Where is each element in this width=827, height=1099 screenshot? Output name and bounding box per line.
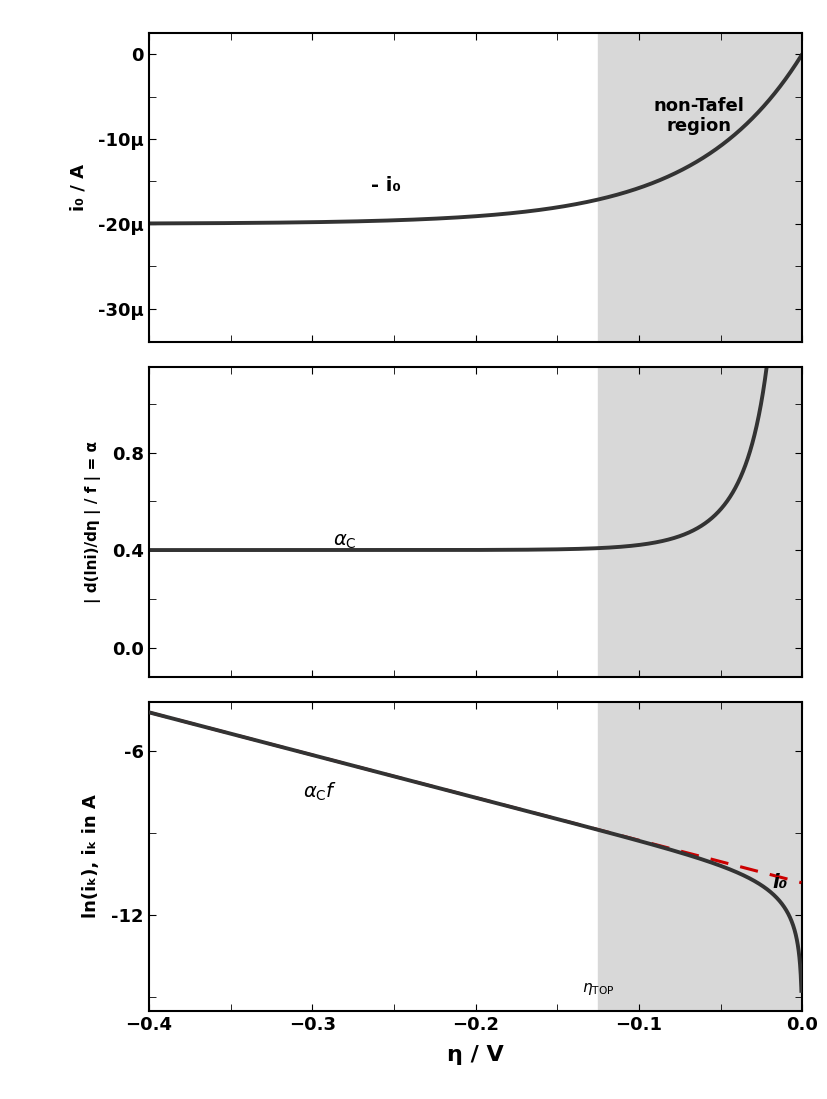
Y-axis label: ln(iₖ), iₖ in A: ln(iₖ), iₖ in A — [83, 795, 100, 918]
Y-axis label: i₀ / A: i₀ / A — [69, 164, 87, 211]
Text: $\eta_\mathrm{TOP}$: $\eta_\mathrm{TOP}$ — [581, 981, 614, 998]
Y-axis label: | d(lni)/dη | / f | = α: | d(lni)/dη | / f | = α — [85, 441, 101, 603]
Bar — [598, 367, 802, 677]
Text: i₀: i₀ — [772, 873, 788, 891]
Bar — [598, 33, 802, 343]
Bar — [598, 701, 802, 1011]
X-axis label: η / V: η / V — [447, 1045, 504, 1065]
Text: $\alpha_\mathrm{C}f$: $\alpha_\mathrm{C}f$ — [304, 780, 337, 803]
Text: non-Tafel
region: non-Tafel region — [654, 97, 745, 135]
Text: $\alpha_\mathrm{C}$: $\alpha_\mathrm{C}$ — [333, 532, 356, 551]
Text: - i₀: - i₀ — [370, 176, 400, 196]
